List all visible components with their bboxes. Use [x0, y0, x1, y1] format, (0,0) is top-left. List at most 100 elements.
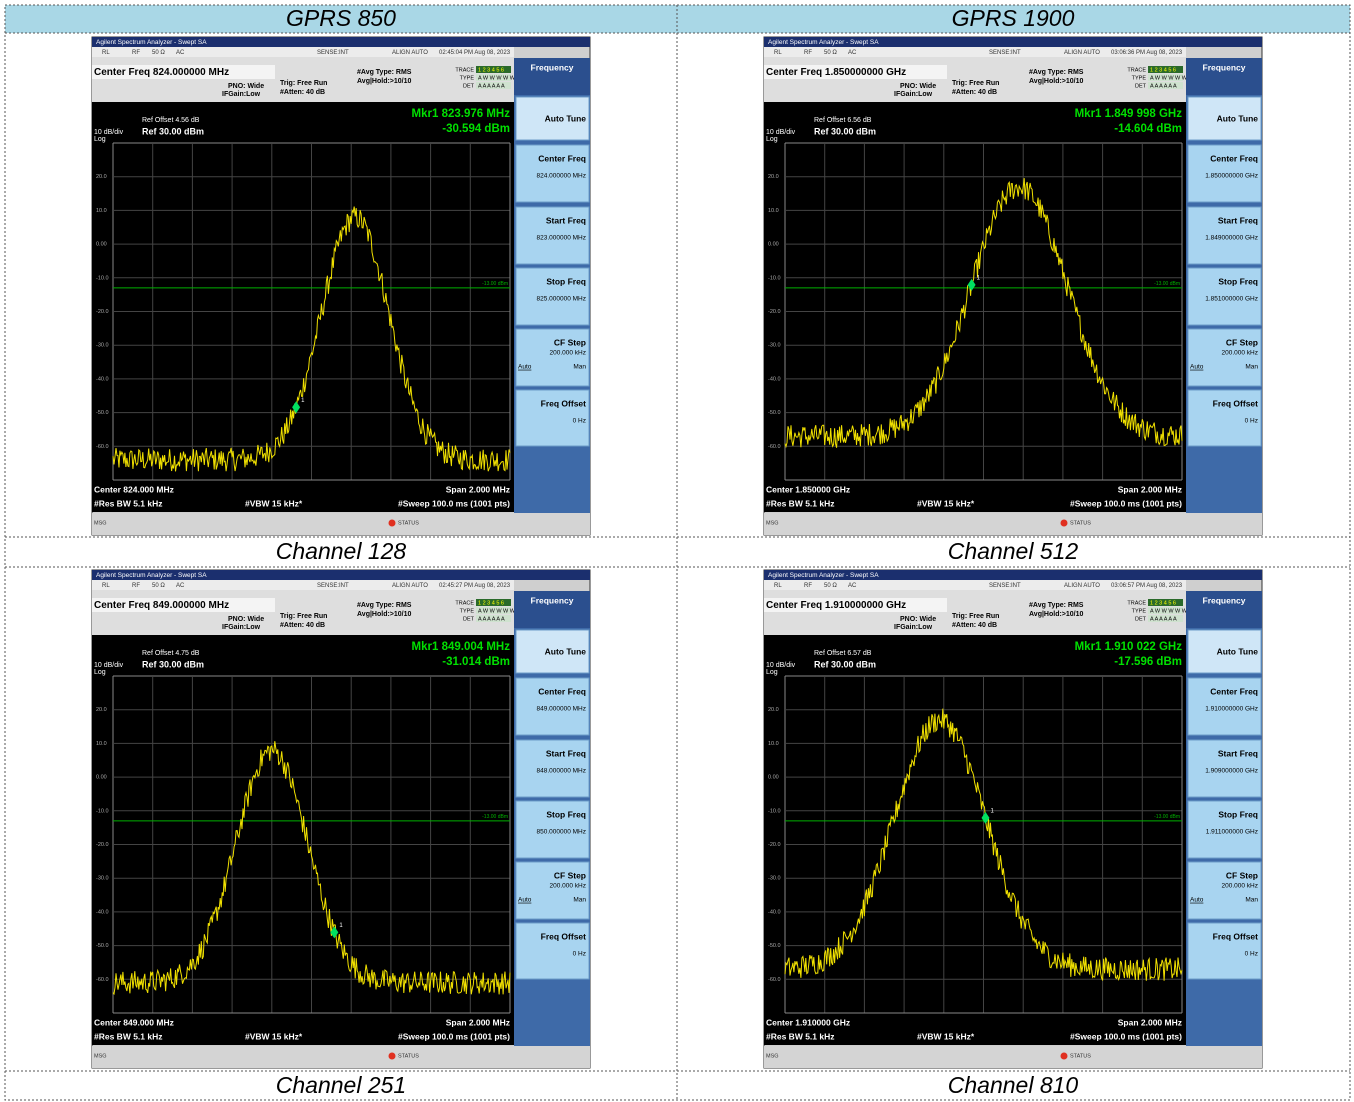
- message-bar: [764, 1046, 1262, 1068]
- status-item: AC: [848, 583, 857, 589]
- y-label: 20.0: [96, 174, 107, 180]
- status-item: 50 Ω: [824, 50, 837, 56]
- footer-vbw: #VBW 15 kHz*: [245, 1031, 303, 1041]
- softkey-value: 850.000000 MHz: [536, 829, 586, 836]
- setting: Avg|Hold:>10/10: [1029, 611, 1084, 618]
- y-label: -30.0: [96, 343, 109, 349]
- trace-value: A W W W W W: [1150, 75, 1188, 81]
- trace-label: DET: [463, 83, 475, 89]
- trace-label: TYPE: [1132, 75, 1147, 81]
- setting: #Avg Type: RMS: [1029, 69, 1084, 76]
- analyzer-screenshot: Agilent Spectrum Analyzer - Swept SARLRF…: [764, 37, 1262, 535]
- setting: PNO: Wide: [228, 83, 264, 90]
- softkey-label: Auto Tune: [545, 646, 587, 656]
- marker-level: -31.014 dBm: [442, 656, 510, 668]
- y-label: -50.0: [768, 410, 781, 416]
- softkey-menu-title: Frequency: [1203, 62, 1246, 72]
- y-label: -10.0: [768, 808, 781, 814]
- y-label: -50.0: [768, 943, 781, 949]
- trace-label: TRACE: [1127, 600, 1146, 606]
- limit-label: -13.00 dBm: [482, 281, 508, 287]
- analyzer-screenshot: Agilent Spectrum Analyzer - Swept SARLRF…: [764, 570, 1262, 1068]
- status-item: 50 Ω: [152, 583, 165, 589]
- softkey-menu-title: Frequency: [1203, 595, 1246, 605]
- marker-freq: Mkr1 1.849 998 GHz: [1075, 108, 1183, 120]
- analyzer-screenshot: Agilent Spectrum Analyzer - Swept SARLRF…: [92, 37, 590, 535]
- footer-rbw: #Res BW 5.1 kHz: [766, 498, 835, 508]
- limit-label: -13.00 dBm: [1154, 814, 1180, 820]
- msg-label: MSG: [766, 520, 779, 526]
- setting: #Avg Type: RMS: [357, 602, 412, 609]
- setting: #Atten: 40 dB: [280, 89, 325, 96]
- softkey-label: Freq Offset: [541, 398, 587, 408]
- setting: IFGain:Low: [222, 624, 261, 631]
- footer-sweep: #Sweep 100.0 ms (1001 pts): [1070, 498, 1182, 508]
- y-label: -20.0: [96, 309, 109, 315]
- y-label: -30.0: [96, 876, 109, 882]
- status-label: STATUS: [398, 1053, 419, 1059]
- status-label: STATUS: [1070, 1053, 1091, 1059]
- softkey-auto: Auto: [1190, 897, 1204, 904]
- setting: IFGain:Low: [894, 91, 933, 98]
- display: [92, 635, 514, 1045]
- message-bar: [764, 513, 1262, 535]
- y-label: 10.0: [96, 208, 107, 214]
- softkey-label: Stop Freq: [1218, 276, 1258, 286]
- log-label: Log: [94, 136, 106, 143]
- status-item: RF: [804, 583, 812, 589]
- softkey-label: Freq Offset: [541, 931, 587, 941]
- setting: IFGain:Low: [894, 624, 933, 631]
- marker-level: -14.604 dBm: [1114, 123, 1182, 135]
- footer-center: Center 824.000 MHz: [94, 484, 174, 494]
- softkey-value: 848.000000 MHz: [536, 768, 586, 775]
- trace-value: 1 2 3 4 5 6: [1150, 67, 1176, 73]
- softkey-label: Freq Offset: [1213, 931, 1259, 941]
- footer-vbw: #VBW 15 kHz*: [245, 498, 303, 508]
- footer-sweep: #Sweep 100.0 ms (1001 pts): [1070, 1031, 1182, 1041]
- status-item: SENSE:INT: [317, 583, 349, 589]
- footer-span: Span 2.000 MHz: [1118, 1017, 1182, 1027]
- trace-label: DET: [1135, 83, 1147, 89]
- setting: #Atten: 40 dB: [952, 89, 997, 96]
- softkey-value: 200.000 kHz: [1222, 350, 1259, 357]
- softkey-man: Man: [1245, 364, 1258, 371]
- softkey-label: Auto Tune: [1217, 113, 1259, 123]
- scale: 10 dB/div: [766, 129, 796, 136]
- y-label: 0.00: [768, 775, 779, 781]
- status-item: SENSE:INT: [317, 50, 349, 56]
- status-item: SENSE:INT: [989, 50, 1021, 56]
- center-freq: Center Freq 1.910000000 GHz: [766, 600, 906, 611]
- scale: 10 dB/div: [94, 662, 124, 669]
- y-label: -10.0: [96, 275, 109, 281]
- y-label: -30.0: [768, 343, 781, 349]
- status-item: 02:45:04 PM Aug 08, 2023: [439, 50, 511, 56]
- trace-label: TYPE: [1132, 608, 1147, 614]
- footer-center: Center 1.850000 GHz: [766, 484, 850, 494]
- softkey-label: Stop Freq: [546, 809, 586, 819]
- footer-sweep: #Sweep 100.0 ms (1001 pts): [398, 498, 510, 508]
- setting: Trig: Free Run: [952, 613, 999, 620]
- msg-label: MSG: [766, 1053, 779, 1059]
- center-freq: Center Freq 1.850000000 GHz: [766, 67, 906, 78]
- softkey-value: 1.851000000 GHz: [1205, 296, 1258, 303]
- display: [92, 102, 514, 512]
- footer-vbw: #VBW 15 kHz*: [917, 498, 975, 508]
- display: [764, 635, 1186, 1045]
- y-label: 0.00: [96, 775, 107, 781]
- softkey-label: Stop Freq: [546, 276, 586, 286]
- softkey-auto: Auto: [1190, 364, 1204, 371]
- softkey-value: 0 Hz: [573, 951, 586, 958]
- softkey-man: Man: [1245, 897, 1258, 904]
- softkey-value: 1.849000000 GHz: [1205, 235, 1258, 242]
- trace-label: TRACE: [1127, 67, 1146, 73]
- softkey-label: CF Step: [1226, 337, 1258, 347]
- msg-label: MSG: [94, 1053, 107, 1059]
- caption: Channel 128: [276, 538, 407, 564]
- page: GPRS 850 GPRS 1900 Channel 128 Channel 5…: [0, 0, 1354, 1102]
- softkey-label: Start Freq: [1218, 215, 1258, 225]
- y-label: -40.0: [768, 909, 781, 915]
- status-item: 50 Ω: [824, 583, 837, 589]
- y-label: 0.00: [96, 242, 107, 248]
- window-title: Agilent Spectrum Analyzer - Swept SA: [96, 39, 207, 46]
- window-title: Agilent Spectrum Analyzer - Swept SA: [96, 572, 207, 579]
